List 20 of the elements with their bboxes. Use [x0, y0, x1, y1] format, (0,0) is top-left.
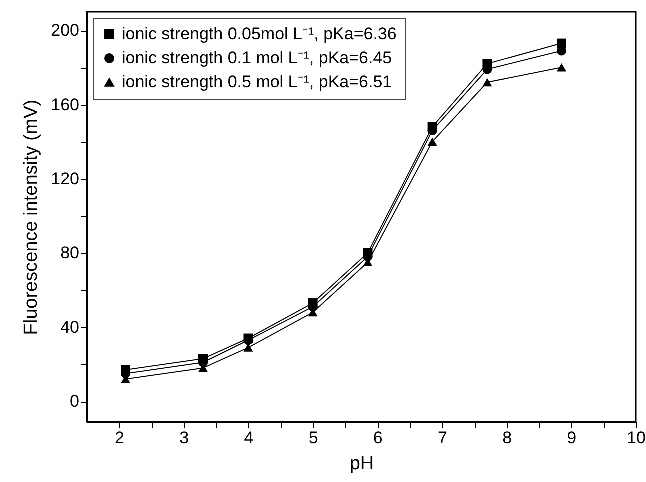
y-tick-label: 200 [51, 21, 80, 40]
y-tick-label: 0 [70, 392, 80, 412]
x-tick-label: 9 [567, 428, 577, 448]
x-tick-label: 6 [373, 428, 383, 448]
x-tick-label: 3 [180, 428, 190, 448]
legend-label: ionic strength 0.1 mol L⁻¹, pKa=6.45 [122, 48, 392, 68]
x-tick-label: 8 [502, 428, 512, 448]
y-tick-label: 160 [51, 95, 80, 114]
y-tick-label: 40 [60, 318, 80, 337]
legend-label: ionic strength 0.5 mol L⁻¹, pKa=6.51 [122, 72, 392, 92]
x-tick-label: 2 [115, 428, 125, 448]
x-tick-label: 7 [438, 428, 448, 448]
x-tick-label: 10 [627, 428, 646, 448]
x-tick-label: 4 [244, 428, 254, 448]
x-axis-title: pH [350, 454, 374, 474]
y-axis-title: Fluorescence intensity (mV) [21, 100, 42, 336]
x-tick-label: 5 [308, 428, 318, 448]
y-tick-label: 80 [60, 244, 80, 263]
legend-label: ionic strength 0.05mol L⁻¹, pKa=6.36 [122, 24, 397, 44]
y-tick-label: 120 [51, 169, 80, 188]
